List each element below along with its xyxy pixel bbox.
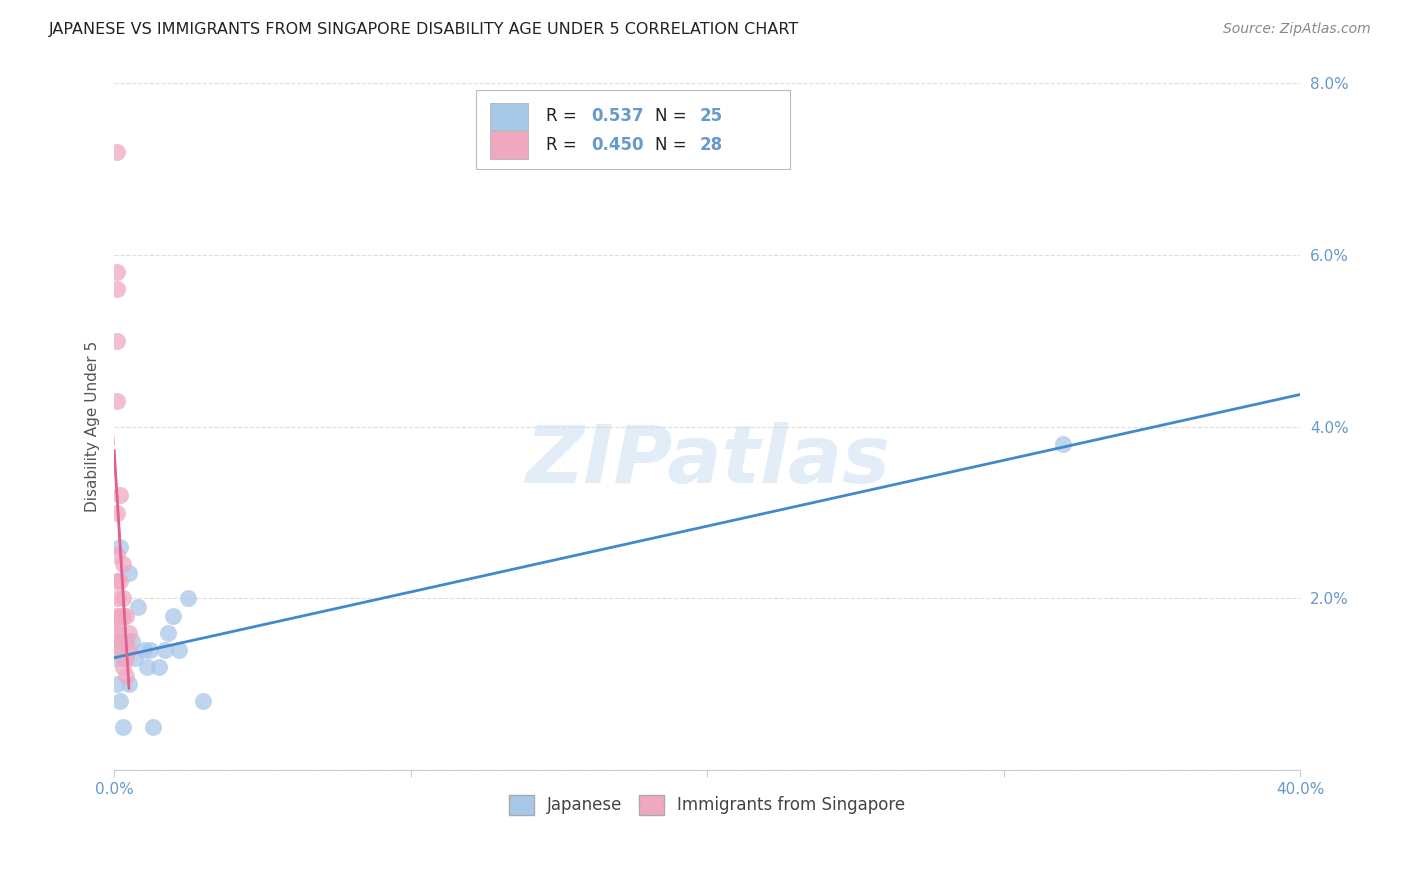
Point: [118, 625, 141, 640]
Point: [105, 651, 128, 665]
Y-axis label: Disability Age Under 5: Disability Age Under 5: [86, 341, 100, 512]
Point: [1052, 437, 1074, 451]
Point: [118, 677, 141, 691]
Point: [108, 540, 131, 554]
Point: [112, 557, 135, 571]
Legend: Japanese, Immigrants from Singapore: Japanese, Immigrants from Singapore: [501, 787, 914, 823]
Text: JAPANESE VS IMMIGRANTS FROM SINGAPORE DISABILITY AGE UNDER 5 CORRELATION CHART: JAPANESE VS IMMIGRANTS FROM SINGAPORE DI…: [49, 22, 800, 37]
Point: [169, 643, 191, 657]
Point: [108, 574, 131, 589]
Point: [132, 643, 155, 657]
Point: [105, 591, 128, 606]
Point: [153, 643, 176, 657]
Text: R =: R =: [546, 107, 582, 126]
Point: [121, 634, 143, 648]
Point: [139, 643, 162, 657]
Point: [142, 720, 165, 734]
Point: [105, 334, 128, 348]
Text: N =: N =: [655, 107, 692, 126]
Text: N =: N =: [655, 136, 692, 154]
Point: [105, 625, 128, 640]
Point: [112, 660, 135, 674]
Text: 0.450: 0.450: [591, 136, 644, 154]
Point: [108, 634, 131, 648]
Point: [112, 720, 135, 734]
Point: [105, 643, 128, 657]
FancyBboxPatch shape: [491, 103, 529, 130]
Point: [162, 608, 184, 623]
Point: [112, 591, 135, 606]
Text: 28: 28: [700, 136, 723, 154]
Text: 0.537: 0.537: [591, 107, 644, 126]
Point: [108, 488, 131, 502]
Point: [115, 651, 138, 665]
Point: [105, 506, 128, 520]
Point: [115, 634, 138, 648]
Point: [105, 265, 128, 279]
Point: [191, 694, 214, 708]
Point: [112, 634, 135, 648]
Point: [156, 625, 179, 640]
Point: [115, 608, 138, 623]
Point: [105, 608, 128, 623]
Point: [105, 634, 128, 648]
Point: [124, 651, 146, 665]
Point: [108, 694, 131, 708]
Point: [112, 608, 135, 623]
Point: [115, 634, 138, 648]
Text: Source: ZipAtlas.com: Source: ZipAtlas.com: [1223, 22, 1371, 37]
Text: R =: R =: [546, 136, 582, 154]
Point: [105, 617, 128, 632]
FancyBboxPatch shape: [491, 131, 529, 159]
Point: [135, 660, 157, 674]
Point: [105, 549, 128, 563]
Point: [105, 574, 128, 589]
Point: [127, 599, 149, 614]
Point: [115, 668, 138, 682]
FancyBboxPatch shape: [475, 90, 790, 169]
Point: [118, 566, 141, 580]
Point: [112, 651, 135, 665]
Text: ZIPatlas: ZIPatlas: [524, 422, 890, 500]
Point: [118, 643, 141, 657]
Point: [177, 591, 200, 606]
Point: [105, 145, 128, 160]
Point: [105, 677, 128, 691]
Point: [105, 394, 128, 409]
Text: 25: 25: [700, 107, 723, 126]
Point: [148, 660, 170, 674]
Point: [105, 282, 128, 296]
Point: [108, 608, 131, 623]
